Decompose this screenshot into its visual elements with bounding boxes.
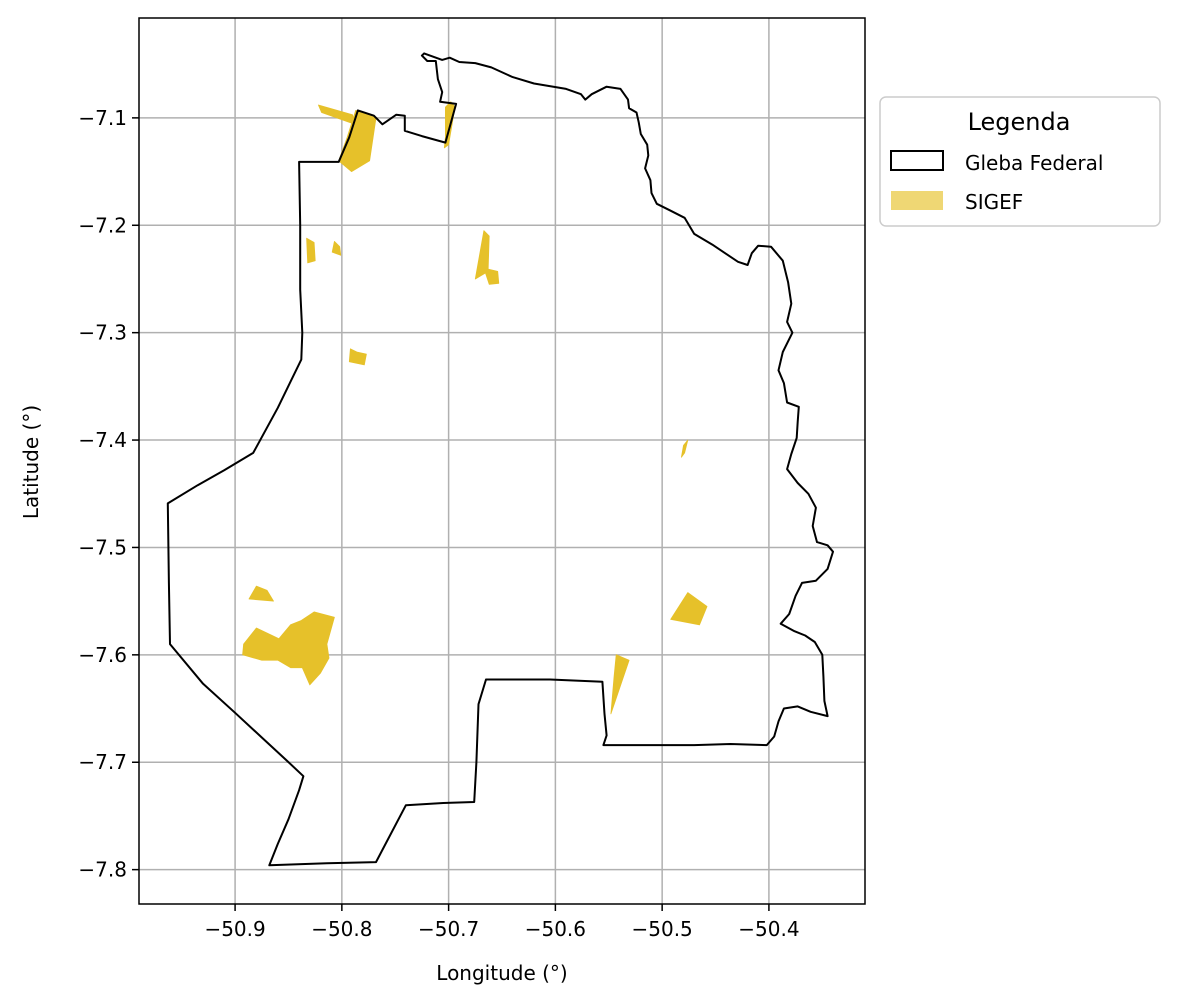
legend-label-sigef: SIGEF [965, 190, 1023, 214]
gleba-federal-boundary [166, 52, 834, 867]
x-tick-label-3: −50.6 [525, 917, 586, 941]
y-tick-label-0: −7.1 [78, 106, 127, 130]
legend-box [879, 96, 1161, 227]
sigef-parcel-3 [306, 237, 316, 264]
sigef-parcel-4 [331, 240, 342, 256]
sigef-parcel-7 [348, 348, 367, 366]
y-tick-label-2: −7.3 [78, 321, 127, 345]
sigef-parcel-12 [242, 611, 335, 686]
sigef-parcel-9 [670, 592, 708, 626]
y-tick-label-6: −7.7 [78, 750, 127, 774]
legend-title: Legenda [968, 108, 1071, 136]
legend-label-gleba-federal: Gleba Federal [965, 151, 1103, 175]
sigef-parcel-8 [681, 439, 689, 458]
sigef-parcel-10 [610, 654, 630, 715]
y-tick-label-4: −7.5 [78, 535, 127, 559]
y-tick-label-5: −7.6 [78, 643, 127, 667]
x-tick-label-5: −50.4 [738, 917, 799, 941]
sigef-parcel-1 [317, 104, 356, 125]
legend: Legenda Gleba Federal SIGEF [879, 96, 1161, 227]
y-tick-label-3: −7.4 [78, 428, 127, 452]
grid-lines [139, 18, 865, 904]
gleba-federal-layer [166, 52, 834, 867]
y-axis-label: Latitude (°) [19, 405, 43, 519]
plot-frame [138, 17, 866, 905]
x-tick-label-1: −50.8 [311, 917, 372, 941]
x-tick-label-0: −50.9 [204, 917, 265, 941]
x-axis-ticks: −50.9 −50.8 −50.7 −50.6 −50.5 −50.4 [204, 904, 800, 941]
y-tick-label-7: −7.8 [78, 858, 127, 882]
sigef-parcel-6 [483, 267, 500, 285]
y-tick-label-1: −7.2 [78, 213, 127, 237]
sigef-layer [242, 101, 708, 715]
y-axis-ticks: −7.1 −7.2 −7.3 −7.4 −7.5 −7.6 −7.7 −7.8 [78, 106, 139, 882]
legend-swatch-gleba-federal [890, 150, 944, 171]
sigef-parcel-11 [248, 585, 274, 602]
x-axis-label: Longitude (°) [436, 961, 567, 985]
x-tick-label-2: −50.7 [418, 917, 479, 941]
legend-swatch-sigef [891, 191, 943, 210]
x-tick-label-4: −50.5 [631, 917, 692, 941]
